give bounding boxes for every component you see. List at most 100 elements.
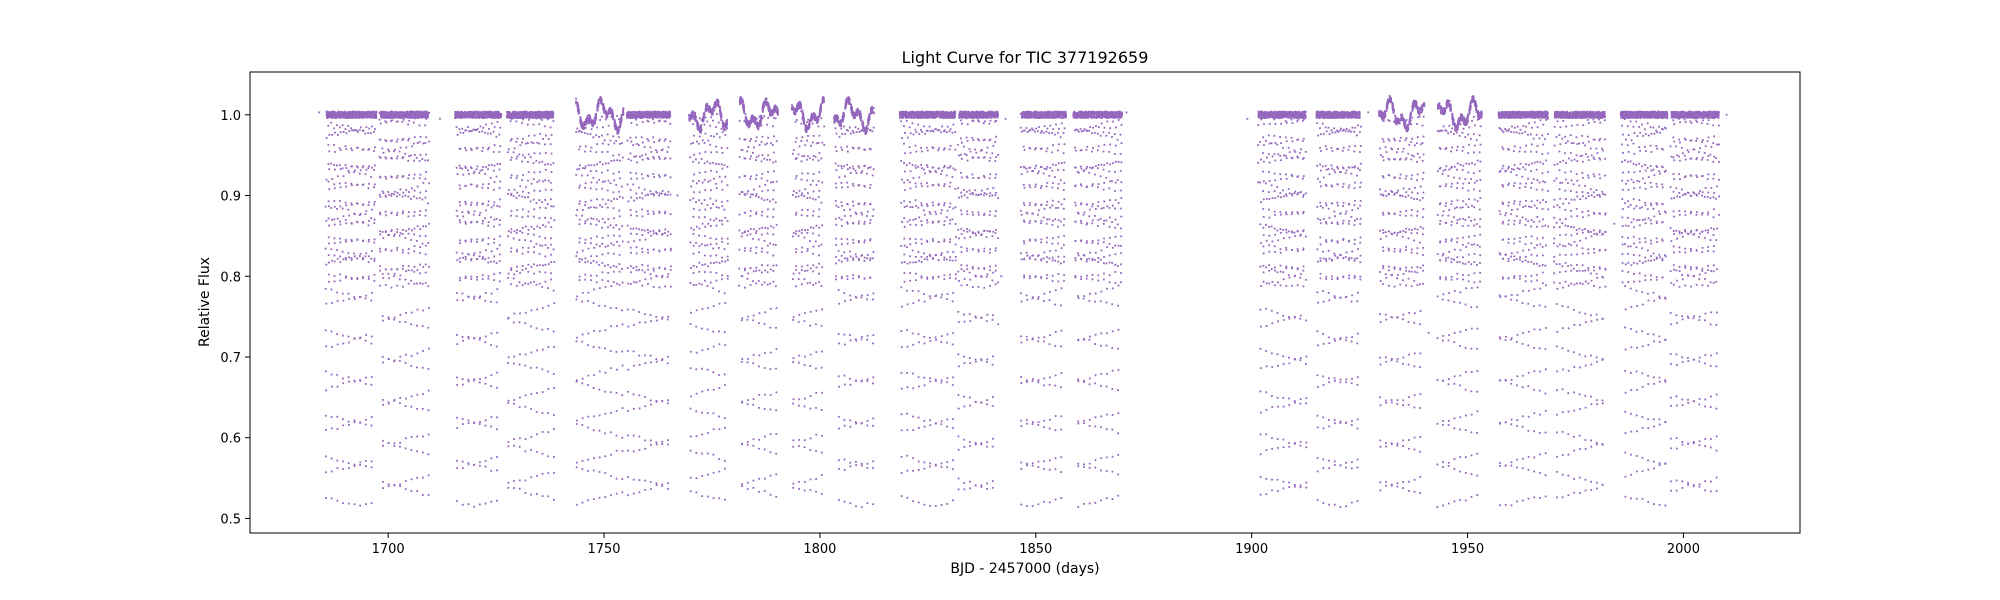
data-point — [411, 395, 413, 397]
data-point — [530, 156, 532, 158]
data-point — [459, 165, 461, 167]
data-point — [462, 504, 464, 506]
data-point — [551, 153, 553, 155]
data-point — [462, 423, 464, 425]
data-point — [670, 269, 672, 271]
data-point — [490, 344, 492, 346]
data-point — [328, 262, 330, 264]
data-point — [482, 183, 484, 185]
data-point — [644, 489, 646, 491]
data-point — [599, 415, 601, 417]
data-point — [613, 244, 615, 246]
data-point — [337, 300, 339, 302]
data-point — [642, 216, 644, 218]
data-point — [587, 459, 589, 461]
data-point — [396, 196, 398, 198]
data-point — [695, 368, 697, 370]
data-point — [627, 309, 629, 311]
data-point — [365, 298, 367, 300]
data-point — [576, 423, 578, 425]
data-point — [638, 395, 640, 397]
data-point — [379, 213, 381, 215]
data-point — [428, 453, 430, 455]
data-point — [641, 248, 643, 250]
data-point — [642, 121, 644, 123]
data-point — [699, 228, 701, 230]
data-point — [652, 117, 654, 119]
data-point — [394, 191, 396, 193]
data-point — [410, 406, 412, 408]
data-point — [402, 265, 404, 267]
data-point — [644, 440, 646, 442]
data-point — [618, 228, 620, 230]
data-point — [552, 116, 554, 118]
data-point — [477, 147, 479, 149]
data-point — [391, 139, 393, 141]
data-point — [576, 340, 578, 342]
data-point — [650, 320, 652, 322]
data-point — [518, 195, 520, 197]
data-point — [343, 131, 345, 133]
data-point — [342, 251, 344, 253]
data-point — [638, 116, 640, 118]
data-point — [587, 470, 589, 472]
data-point — [644, 405, 646, 407]
data-point — [616, 115, 618, 117]
data-point — [553, 261, 555, 263]
data-point — [649, 190, 651, 192]
data-point — [542, 349, 544, 351]
data-point — [479, 465, 481, 467]
data-point — [547, 163, 549, 165]
data-point — [636, 233, 638, 235]
data-point — [400, 188, 402, 190]
data-point — [662, 275, 664, 277]
data-point — [419, 246, 421, 248]
data-point — [482, 166, 484, 168]
data-point — [411, 478, 413, 480]
data-point — [576, 296, 578, 298]
data-point — [690, 367, 692, 369]
data-point — [699, 245, 701, 247]
data-point — [665, 120, 667, 122]
data-point — [479, 461, 481, 463]
data-point — [530, 408, 532, 410]
data-point — [578, 168, 580, 170]
data-point — [698, 271, 700, 273]
data-point — [538, 112, 540, 114]
data-point — [544, 217, 546, 219]
data-point — [516, 177, 518, 179]
data-point — [408, 155, 410, 157]
data-point — [619, 254, 621, 256]
data-point — [456, 343, 458, 345]
data-point — [428, 474, 430, 476]
data-point — [465, 276, 467, 278]
data-point — [479, 212, 481, 214]
data-point — [642, 198, 644, 200]
data-point — [513, 438, 515, 440]
data-point — [514, 189, 516, 191]
data-point — [373, 222, 375, 224]
data-point — [530, 449, 532, 451]
data-point — [408, 265, 410, 267]
data-point — [653, 230, 655, 232]
data-point — [618, 171, 620, 173]
data-point — [407, 124, 409, 126]
data-point — [494, 126, 496, 128]
data-point — [342, 124, 344, 126]
data-point — [500, 114, 502, 116]
data-point — [579, 200, 581, 202]
data-point — [595, 134, 597, 136]
data-point — [548, 263, 550, 265]
data-point — [397, 229, 399, 231]
data-point — [394, 233, 396, 235]
data-point — [622, 112, 624, 114]
data-point — [700, 124, 702, 126]
data-point — [522, 284, 524, 286]
data-point — [391, 119, 393, 121]
data-point — [413, 160, 415, 162]
data-point — [516, 192, 518, 194]
data-point — [404, 153, 406, 155]
data-point — [499, 127, 501, 129]
data-point — [699, 209, 701, 211]
data-point — [499, 145, 501, 147]
